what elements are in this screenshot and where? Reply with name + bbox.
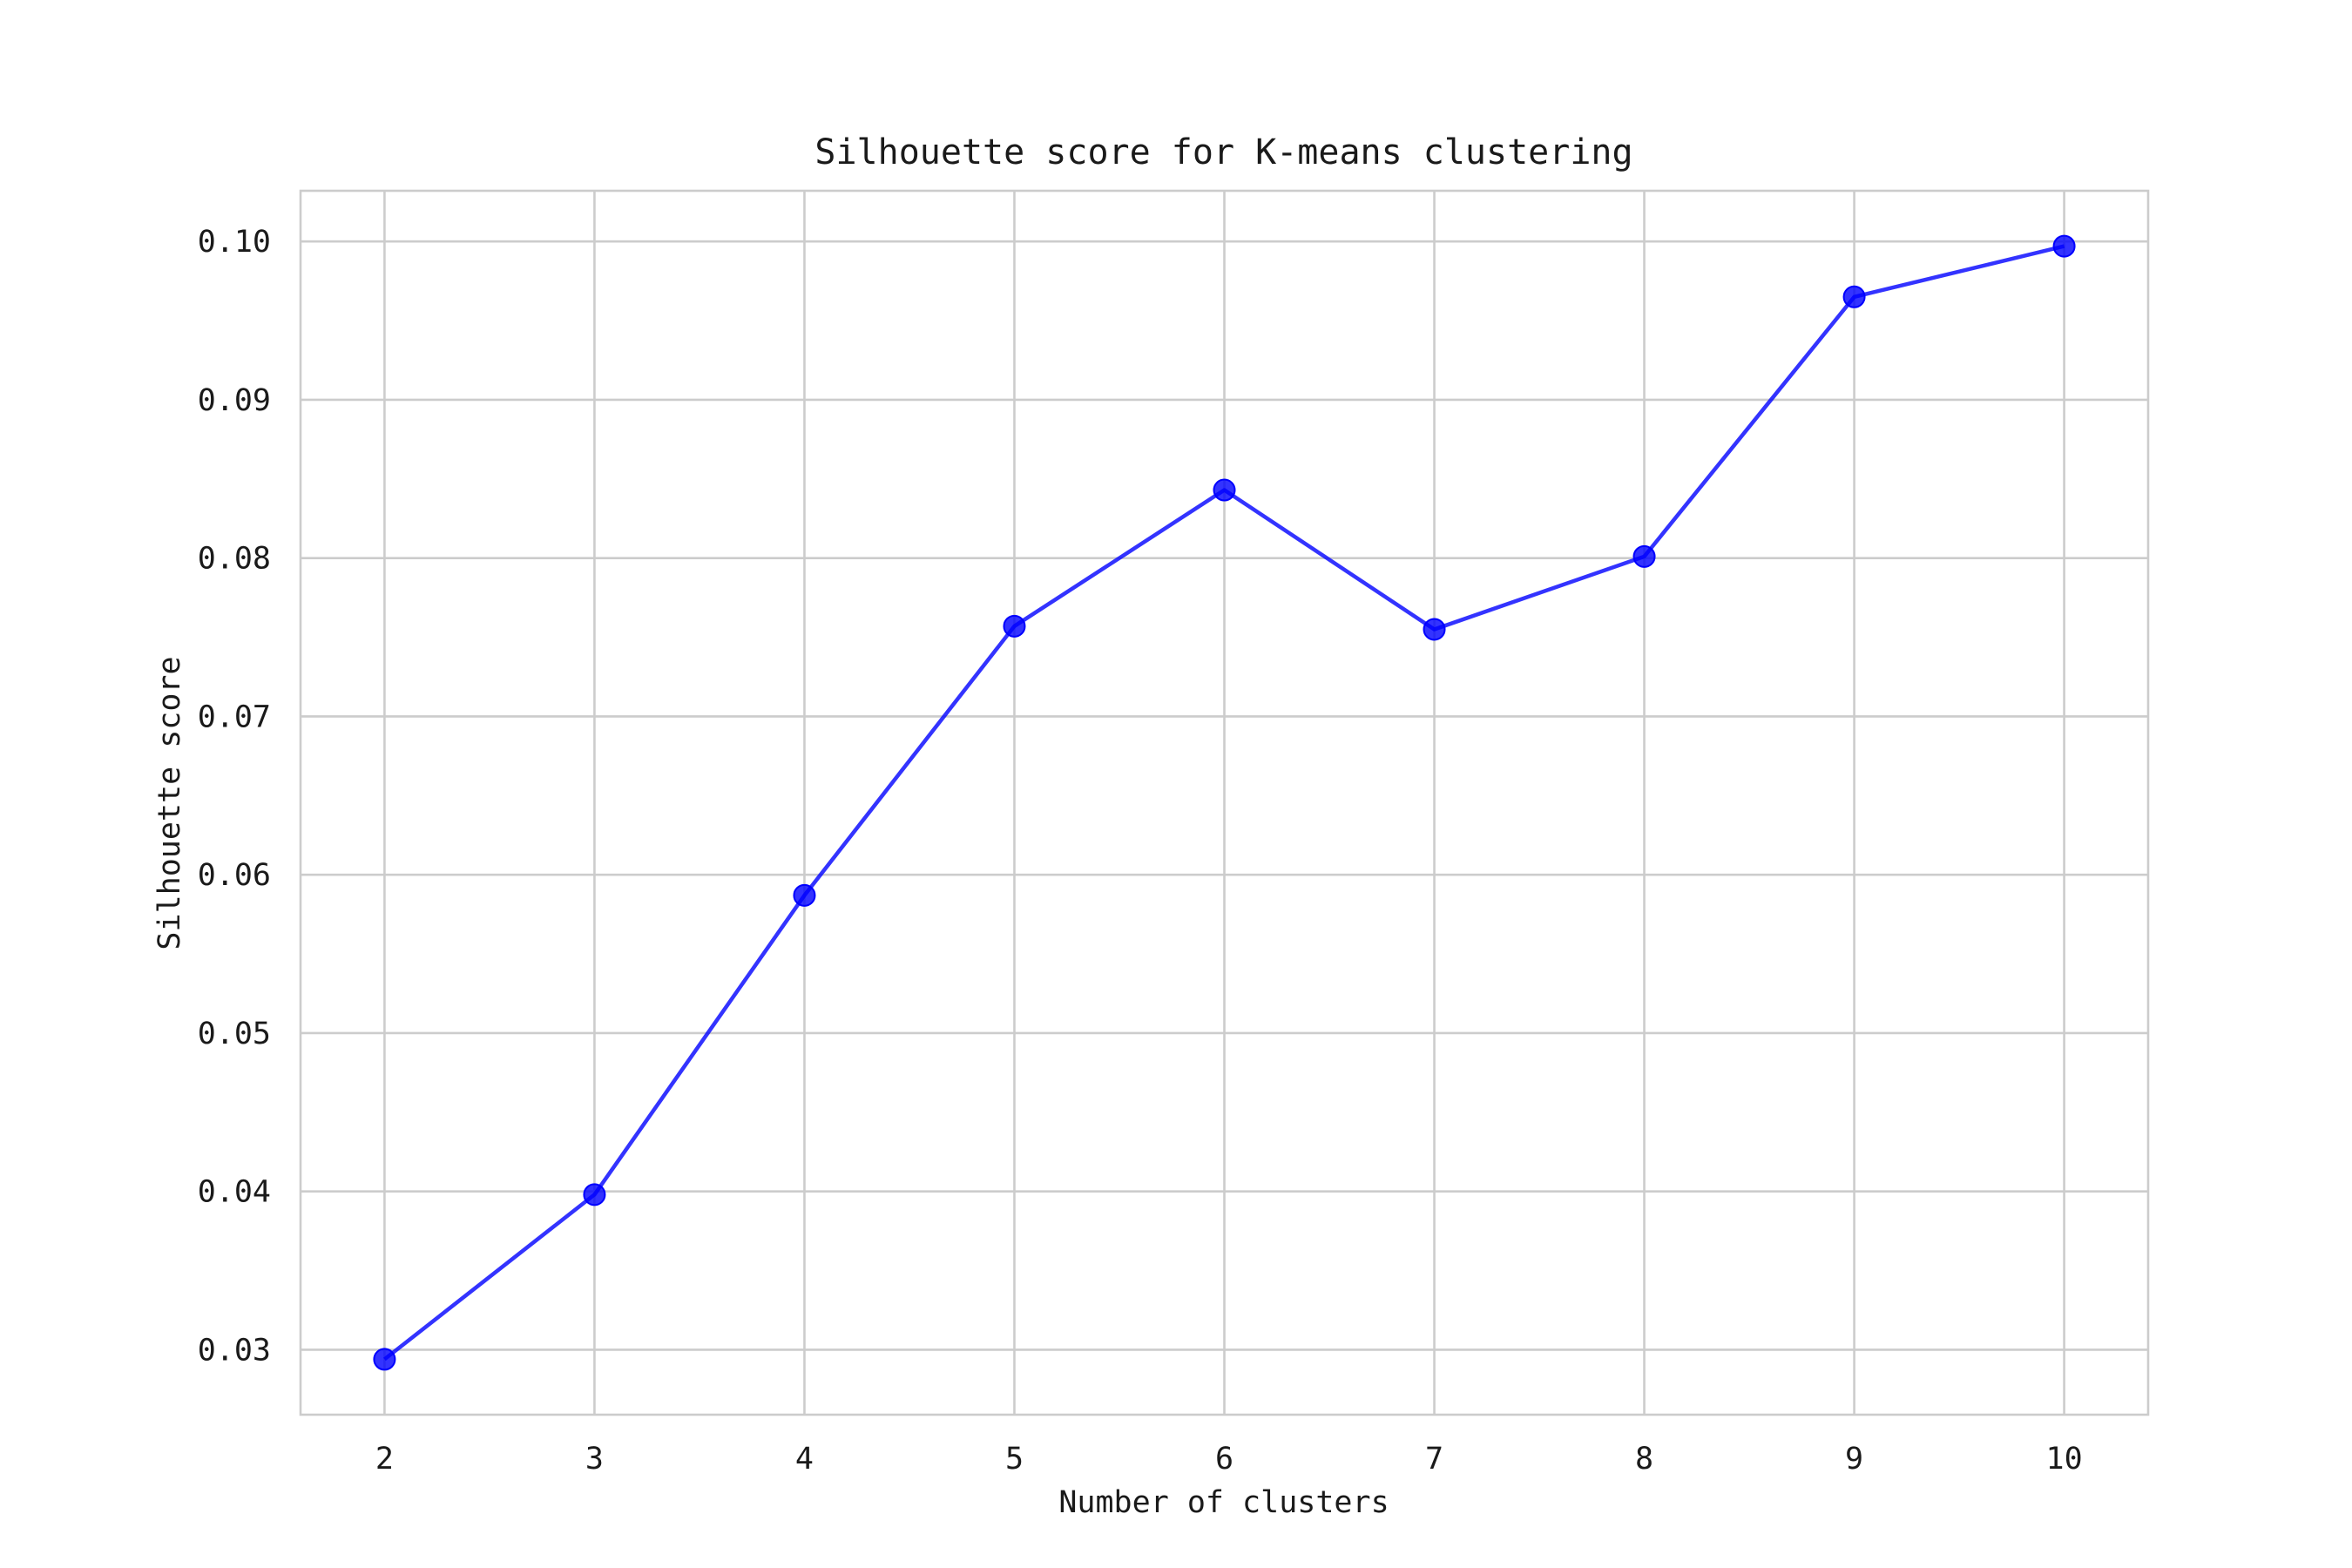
data-point-k4 <box>793 883 816 907</box>
data-point-k5 <box>1003 614 1026 638</box>
x-tick-label: 6 <box>1215 1442 1233 1477</box>
x-axis-ticks: 2 3 4 5 6 7 8 9 10 <box>375 1442 2083 1477</box>
y-tick-label: 0.07 <box>198 700 271 734</box>
x-tick-label: 7 <box>1425 1442 1443 1477</box>
y-tick-label: 0.04 <box>198 1175 271 1210</box>
x-tick-label: 9 <box>1845 1442 1863 1477</box>
x-tick-label: 5 <box>1005 1442 1024 1477</box>
x-tick-label: 8 <box>1635 1442 1653 1477</box>
grid-lines <box>301 191 2148 1415</box>
y-tick-label: 0.08 <box>198 542 271 577</box>
data-point-k10 <box>2052 234 2076 258</box>
y-tick-label: 0.03 <box>198 1333 271 1368</box>
data-point-k9 <box>1842 285 1866 308</box>
data-point-k7 <box>1423 618 1446 641</box>
x-tick-label: 2 <box>375 1442 394 1477</box>
x-axis-label: Number of clusters <box>1058 1485 1389 1520</box>
data-point-k8 <box>1632 544 1656 568</box>
plot-area-frame <box>299 189 2150 1416</box>
x-tick-label: 3 <box>585 1442 604 1477</box>
y-axis-ticks: 0.03 0.04 0.05 0.06 0.07 0.08 0.09 0.10 <box>198 225 271 1368</box>
data-point-k6 <box>1213 478 1236 502</box>
data-point-k3 <box>583 1183 606 1206</box>
x-tick-label: 4 <box>795 1442 814 1477</box>
y-tick-label: 0.05 <box>198 1017 271 1051</box>
y-tick-label: 0.10 <box>198 225 271 260</box>
series-layer <box>373 234 2076 1371</box>
chart-title: Silhouette score for K-means clustering <box>814 132 1632 172</box>
data-point-k2 <box>373 1348 396 1371</box>
y-tick-label: 0.06 <box>198 858 271 893</box>
y-axis-label: Silhouette score <box>152 656 187 950</box>
x-tick-label: 10 <box>2046 1442 2083 1477</box>
y-tick-label: 0.09 <box>198 383 271 418</box>
